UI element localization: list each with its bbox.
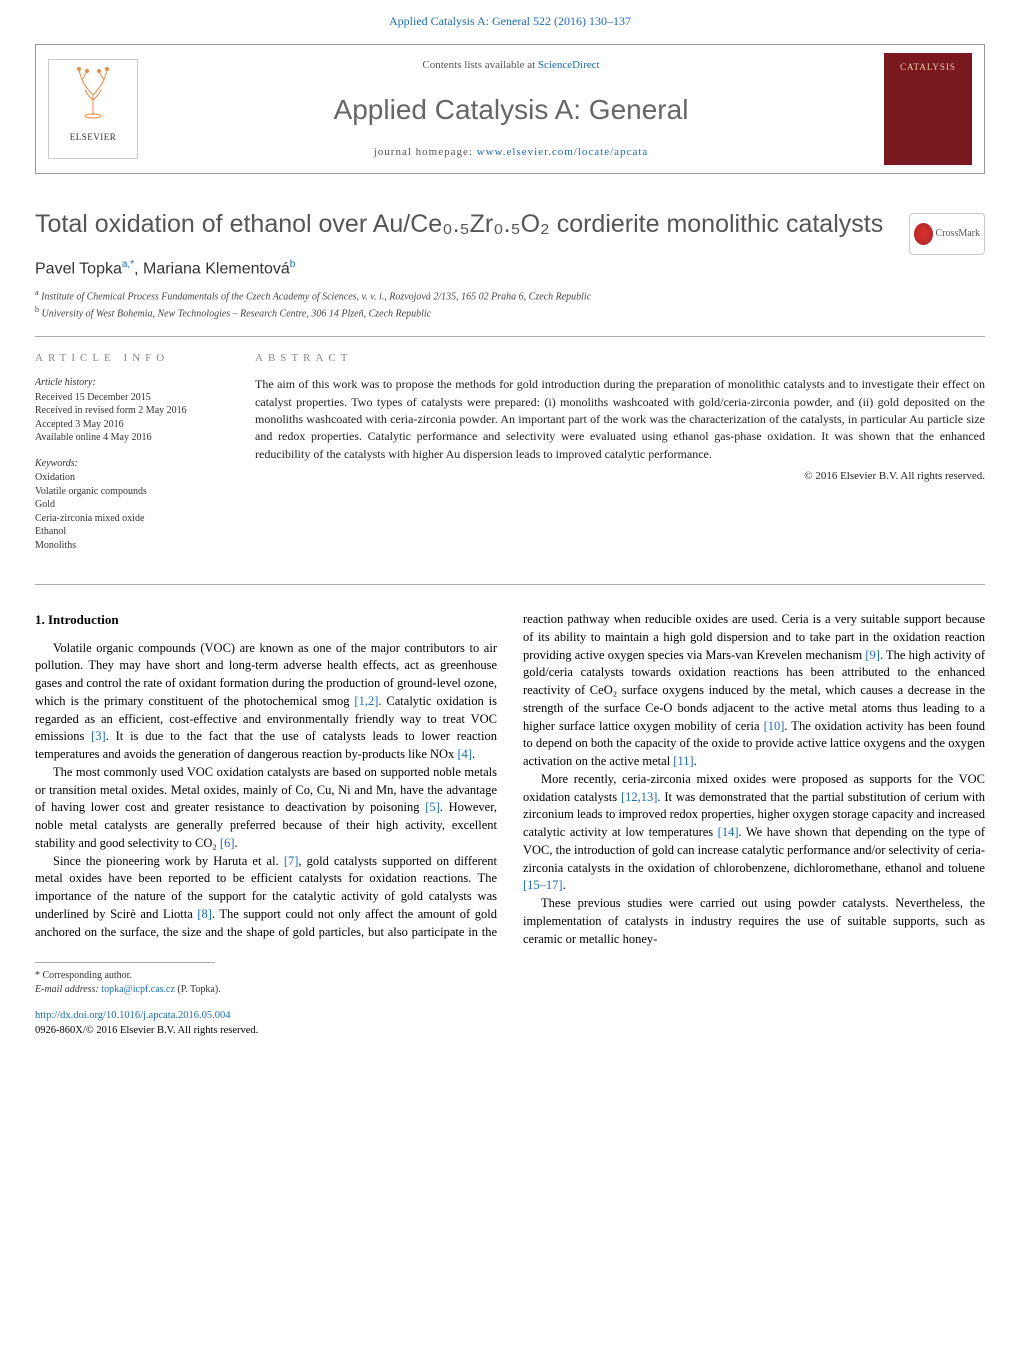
journal-banner: ELSEVIER Contents lists available at Sci… [35, 44, 985, 174]
doi-block: http://dx.doi.org/10.1016/j.apcata.2016.… [35, 1009, 985, 1038]
article-title: Total oxidation of ethanol over Au/Ce₀.₅… [35, 209, 985, 240]
divider [35, 336, 985, 337]
author-2: Mariana Klementová [143, 261, 290, 278]
article-info-heading: ARTICLE INFO [35, 351, 237, 366]
email-suffix: (P. Topka). [175, 984, 221, 995]
section-1-heading: 1. Introduction [35, 611, 497, 629]
body-paragraph: These previous studies were carried out … [523, 895, 985, 948]
corresponding-author: * Corresponding author. [35, 969, 985, 983]
citation-ref[interactable]: [7] [284, 854, 299, 868]
homepage-prefix: journal homepage: [374, 146, 477, 158]
keywords-label: Keywords: [35, 457, 237, 471]
citation-ref[interactable]: [1,2] [354, 694, 378, 708]
email-line: E-mail address: topka@icpf.cas.cz (P. To… [35, 983, 985, 997]
citation-ref[interactable]: [6] [220, 836, 235, 850]
revised-date: Received in revised form 2 May 2016 [35, 404, 237, 418]
author-1: Pavel Topka [35, 261, 122, 278]
keyword: Oxidation [35, 471, 237, 485]
contents-prefix: Contents lists available at [422, 59, 537, 71]
info-abstract-row: ARTICLE INFO Article history: Received 1… [35, 351, 985, 564]
issn-copyright: 0926-860X/© 2016 Elsevier B.V. All right… [35, 1025, 258, 1036]
affiliations: a Institute of Chemical Process Fundamen… [35, 287, 985, 322]
two-column-body: 1. Introduction Volatile organic compoun… [35, 611, 985, 948]
body-paragraph: The most commonly used VOC oxidation cat… [35, 764, 497, 853]
homepage-line: journal homepage: www.elsevier.com/locat… [150, 145, 872, 160]
page-header: Applied Catalysis A: General 522 (2016) … [0, 0, 1020, 34]
sciencedirect-link[interactable]: ScienceDirect [538, 59, 600, 71]
body-paragraph: More recently, ceria-zirconia mixed oxid… [523, 771, 985, 895]
email-link[interactable]: topka@icpf.cas.cz [101, 984, 175, 995]
citation-link[interactable]: Applied Catalysis A: General 522 (2016) … [389, 14, 631, 28]
elsevier-label: ELSEVIER [70, 131, 117, 144]
citation-ref[interactable]: [15–17] [523, 878, 563, 892]
online-date: Available online 4 May 2016 [35, 431, 237, 445]
abstract-heading: ABSTRACT [255, 351, 985, 366]
footer-block: * Corresponding author. E-mail address: … [35, 962, 985, 997]
authors-line: Pavel Topkaa,*, Mariana Klementováb [35, 258, 985, 281]
homepage-link[interactable]: www.elsevier.com/locate/apcata [477, 146, 649, 158]
crossmark-icon [914, 223, 933, 245]
article-info: ARTICLE INFO Article history: Received 1… [35, 351, 255, 564]
citation-ref[interactable]: [4] [457, 747, 472, 761]
crossmark-badge[interactable]: CrossMark [909, 213, 985, 255]
citation-ref[interactable]: [9] [865, 648, 880, 662]
body-section: 1. Introduction Volatile organic compoun… [35, 611, 985, 948]
email-label: E-mail address: [35, 984, 101, 995]
citation-ref[interactable]: [11] [673, 754, 693, 768]
contents-line: Contents lists available at ScienceDirec… [150, 58, 872, 73]
keyword: Gold [35, 498, 237, 512]
affiliation-a: a Institute of Chemical Process Fundamen… [35, 287, 985, 304]
affiliation-b: b University of West Bohemia, New Techno… [35, 304, 985, 321]
citation-ref[interactable]: [5] [425, 800, 440, 814]
citation-ref[interactable]: [10] [764, 719, 785, 733]
title-block: Total oxidation of ethanol over Au/Ce₀.₅… [35, 209, 985, 240]
citation-ref[interactable]: [12,13] [621, 790, 657, 804]
received-date: Received 15 December 2015 [35, 391, 237, 405]
divider [35, 584, 985, 585]
abstract-copyright: © 2016 Elsevier B.V. All rights reserved… [255, 469, 985, 484]
journal-cover-label: CATALYSIS [900, 61, 956, 74]
history-label: Article history: [35, 376, 237, 390]
elsevier-tree-icon [68, 60, 118, 127]
keyword: Ceria-zirconia mixed oxide [35, 512, 237, 526]
citation-ref[interactable]: [3] [91, 729, 106, 743]
citation-ref[interactable]: [14] [718, 825, 739, 839]
citation-ref[interactable]: [8] [197, 907, 212, 921]
footer-divider [35, 962, 215, 963]
journal-cover-thumbnail: CATALYSIS [884, 53, 972, 165]
author-sep: , [134, 261, 143, 278]
accepted-date: Accepted 3 May 2016 [35, 418, 237, 432]
article-history: Article history: Received 15 December 20… [35, 376, 237, 445]
keywords-block: Keywords: Oxidation Volatile organic com… [35, 457, 237, 553]
elsevier-logo: ELSEVIER [48, 59, 138, 159]
keyword: Volatile organic compounds [35, 485, 237, 499]
doi-link[interactable]: http://dx.doi.org/10.1016/j.apcata.2016.… [35, 1010, 231, 1021]
author-1-sup: a,* [122, 259, 134, 270]
abstract-text: The aim of this work was to propose the … [255, 376, 985, 463]
keyword: Monoliths [35, 539, 237, 553]
journal-center: Contents lists available at ScienceDirec… [150, 50, 872, 168]
abstract: ABSTRACT The aim of this work was to pro… [255, 351, 985, 564]
crossmark-label: CrossMark [936, 227, 980, 241]
author-2-sup: b [290, 259, 296, 270]
journal-name: Applied Catalysis A: General [150, 90, 872, 129]
keyword: Ethanol [35, 525, 237, 539]
body-paragraph: Volatile organic compounds (VOC) are kno… [35, 640, 497, 764]
